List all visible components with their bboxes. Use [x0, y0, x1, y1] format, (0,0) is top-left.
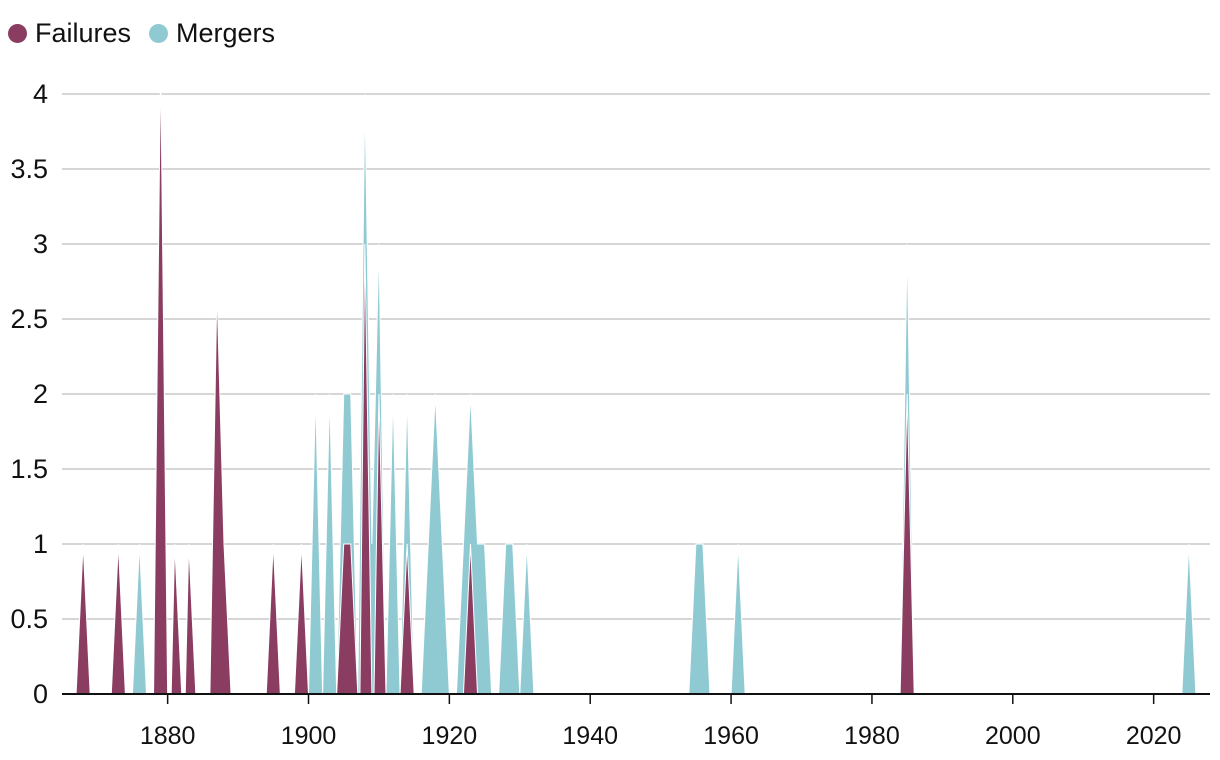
y-tick-label: 0.5 — [10, 604, 48, 634]
y-tick-label: 1.5 — [10, 454, 48, 484]
series-area-failures — [75, 63, 915, 695]
y-tick-label: 2.5 — [10, 304, 48, 334]
x-tick-label: 1980 — [844, 722, 900, 750]
y-tick-label: 4 — [33, 79, 48, 109]
x-tick-label: 2000 — [985, 722, 1041, 750]
x-tick-label: 2020 — [1126, 722, 1182, 750]
x-tick-label: 1880 — [140, 722, 196, 750]
series-area-mergers — [131, 93, 1197, 695]
y-tick-label: 2 — [33, 379, 48, 409]
legend-label-failures: Failures — [35, 18, 132, 48]
y-tick-label: 0 — [33, 679, 48, 709]
y-tick-label: 3 — [33, 229, 48, 259]
legend-item-mergers: Mergers — [149, 18, 275, 49]
y-tick-label: 1 — [33, 529, 48, 559]
legend-item-failures: Failures — [8, 18, 131, 49]
legend-swatch-failures — [8, 24, 27, 43]
x-tick-label: 1960 — [703, 722, 759, 750]
y-tick-label: 3.5 — [10, 154, 48, 184]
chart-legend: Failures Mergers — [8, 18, 275, 49]
legend-swatch-mergers — [149, 24, 169, 43]
x-tick-label: 1920 — [422, 722, 478, 750]
x-tick-label: 1900 — [281, 722, 337, 750]
legend-label-mergers: Mergers — [176, 18, 276, 48]
x-tick-label: 1940 — [562, 722, 618, 750]
